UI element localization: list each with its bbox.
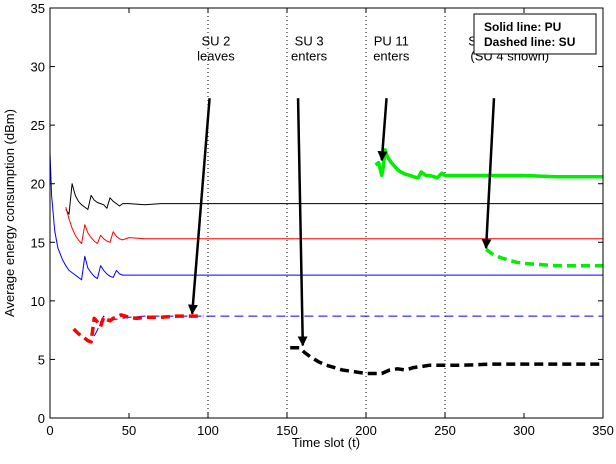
y-tick-label: 25: [31, 118, 45, 133]
x-tick-label: 200: [355, 423, 377, 438]
series-line-5: [290, 345, 603, 376]
annotation-arrow: [296, 98, 308, 347]
legend: Solid line: PU Dashed line: SU: [473, 13, 597, 55]
annotation-text: SU 2: [201, 33, 230, 48]
y-axis-label: Average energy consumption (dBm): [2, 109, 17, 317]
annotation-arrow: [481, 98, 496, 250]
series-line-1: [65, 206, 603, 244]
legend-line-solid: Solid line: PU: [484, 20, 561, 34]
x-tick-label: 50: [122, 423, 136, 438]
series-line-2: [49, 152, 603, 281]
series-group: [49, 147, 603, 376]
plot-area-frame: [49, 7, 604, 419]
y-tick-label: 20: [31, 177, 45, 192]
annotation-arrow: [187, 98, 211, 315]
y-tick-label: 5: [38, 352, 45, 367]
y-tick-label: 10: [31, 294, 45, 309]
legend-line-dashed: Dashed line: SU: [484, 35, 575, 49]
y-tick-label: 30: [31, 60, 45, 75]
annotation-text: SU 3: [295, 33, 324, 48]
annotation-text: enters: [373, 48, 410, 63]
y-tick-label: 35: [31, 1, 45, 16]
y-tick-label: 0: [38, 411, 45, 426]
series-line-0: [65, 183, 603, 215]
y-tick-label: 15: [31, 235, 45, 250]
x-axis-label: Time slot (t): [292, 435, 360, 450]
y-axis-ticks: 0 5 10 15 20 25 30 35: [31, 1, 603, 426]
series-line-3: [93, 315, 603, 337]
x-tick-label: 250: [434, 423, 456, 438]
x-tick-label: 300: [513, 423, 535, 438]
x-axis-ticks: 0 50 100 150 200 250 300 350: [46, 8, 614, 438]
legend-box: [473, 13, 597, 55]
series-line-4: [72, 313, 204, 344]
x-tick-label: 350: [592, 423, 614, 438]
annotation-text: PU 11: [374, 33, 409, 48]
x-tick-label: 100: [197, 423, 219, 438]
series-line-7: [485, 247, 603, 268]
annotation-text: leaves: [197, 48, 235, 63]
x-tick-label: 0: [46, 423, 53, 438]
annotation-su48: SUs 4–8 enter(SU 4 shown): [468, 33, 552, 250]
annotation-text: enters: [291, 48, 328, 63]
annotation-arrow: [377, 98, 388, 162]
event-lines: [207, 8, 446, 418]
x-tick-label: 150: [276, 423, 298, 438]
